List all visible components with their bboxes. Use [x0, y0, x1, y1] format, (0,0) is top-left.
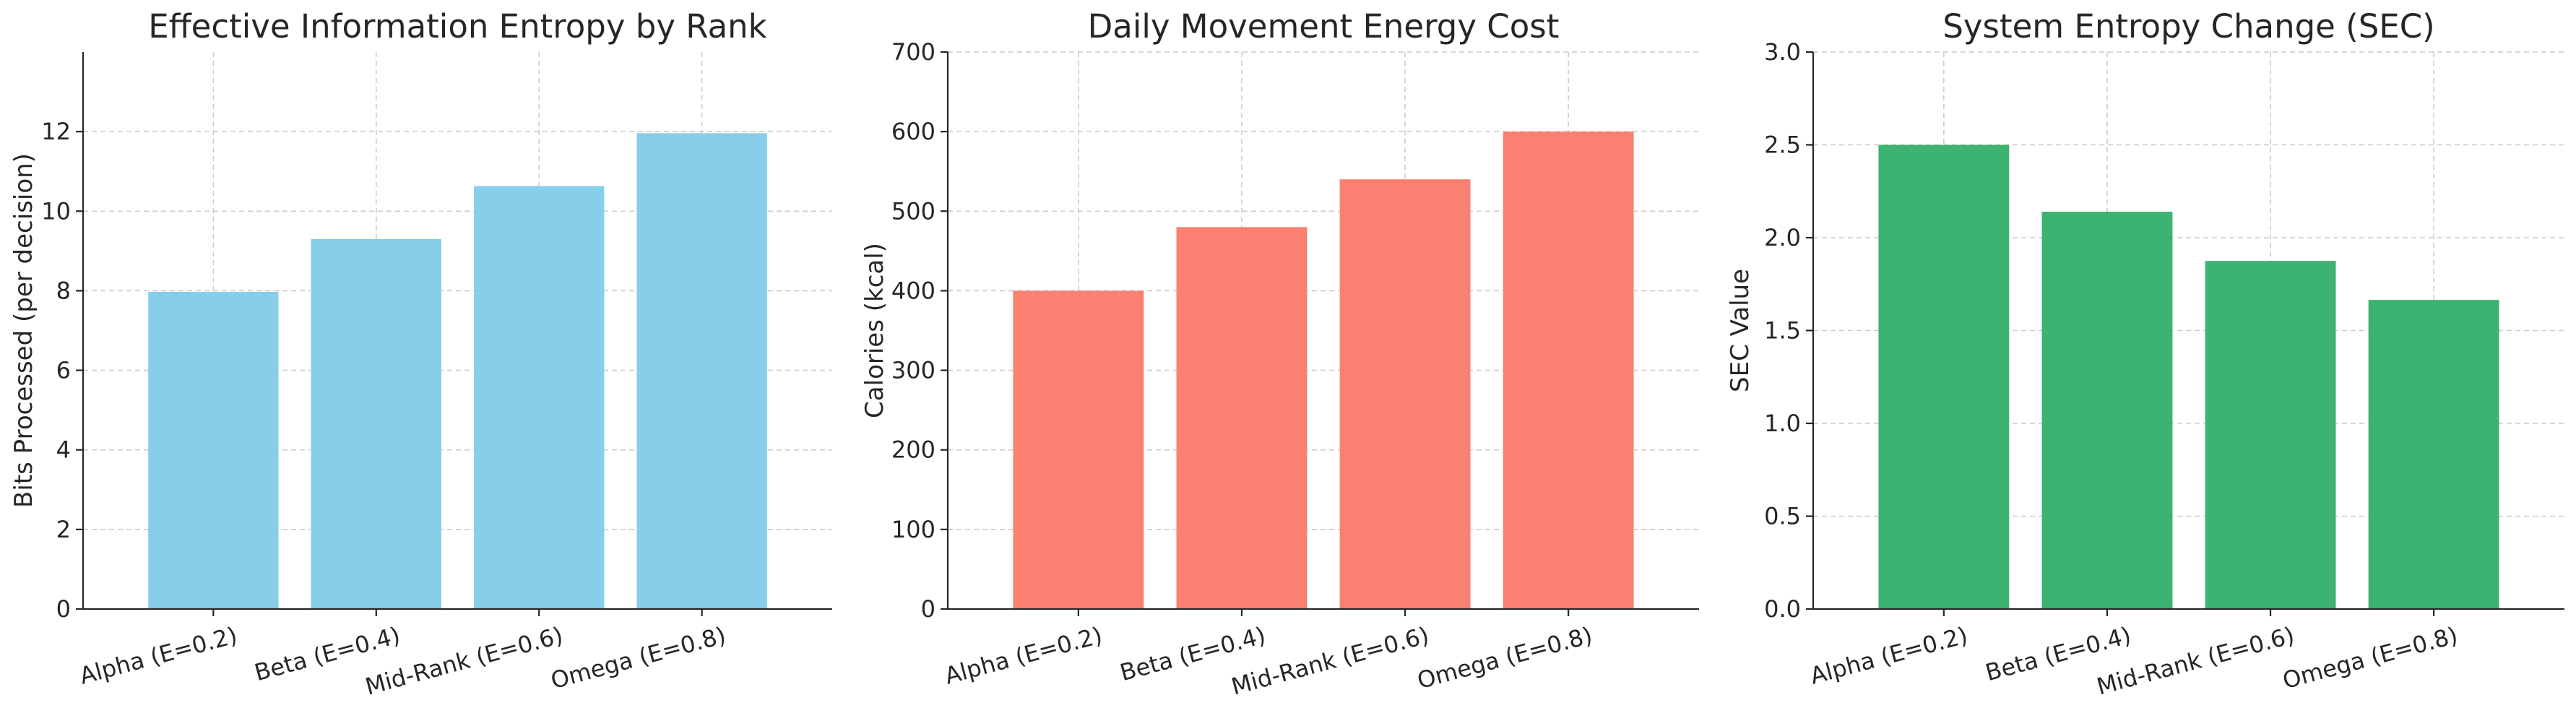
sec-bar [2368, 300, 2499, 609]
sec-ytick-label: 2.5 [1764, 131, 1801, 159]
energy-bar [1339, 179, 1471, 609]
energy-ytick-label: 100 [891, 516, 935, 543]
energy-ytick-label: 700 [891, 38, 935, 66]
energy-y-axis-label: Calories (kcal) [860, 243, 889, 418]
entropy-ytick-label: 6 [56, 357, 71, 384]
entropy-ytick-label: 12 [41, 118, 71, 145]
entropy-bar [474, 186, 605, 610]
entropy-ytick-label: 10 [41, 197, 71, 225]
sec-bar [2205, 261, 2336, 609]
entropy-y-axis-label: Bits Processed (per decision) [9, 153, 38, 508]
entropy-bar [311, 238, 441, 610]
energy-ytick-label: 200 [891, 436, 935, 464]
sec-ytick-label: 1.5 [1764, 317, 1801, 345]
energy-chart-title: Daily Movement Energy Cost [1088, 7, 1560, 46]
entropy-ytick-label: 2 [56, 516, 71, 543]
sec-ytick-label: 0.0 [1764, 595, 1801, 623]
energy-ytick-label: 400 [891, 277, 935, 304]
energy-bar [1176, 227, 1308, 609]
entropy-ytick-label: 8 [56, 277, 71, 304]
energy-ytick-label: 300 [891, 357, 935, 384]
entropy-bar [636, 133, 767, 610]
entropy-bar [148, 292, 279, 609]
sec-ytick-label: 2.0 [1764, 224, 1801, 251]
energy-ytick-label: 600 [891, 118, 935, 145]
sec-ytick-label: 0.5 [1764, 503, 1801, 530]
energy-ytick-label: 500 [891, 197, 935, 225]
energy-bar [1503, 131, 1634, 610]
sec-bar [2041, 212, 2173, 609]
entropy-ytick-label: 0 [56, 595, 71, 623]
sec-ytick-label: 3.0 [1764, 38, 1801, 66]
sec-chart-title: System Entropy Change (SEC) [1942, 7, 2434, 46]
sec-ytick-label: 1.0 [1764, 410, 1801, 437]
energy-bar [1013, 290, 1144, 609]
entropy-chart-title: Effective Information Entropy by Rank [148, 7, 767, 46]
entropy-ytick-label: 4 [56, 436, 71, 464]
sec-bar [1878, 144, 2010, 609]
energy-ytick-label: 0 [921, 595, 935, 623]
sec-y-axis-label: SEC Value [1726, 269, 1755, 392]
